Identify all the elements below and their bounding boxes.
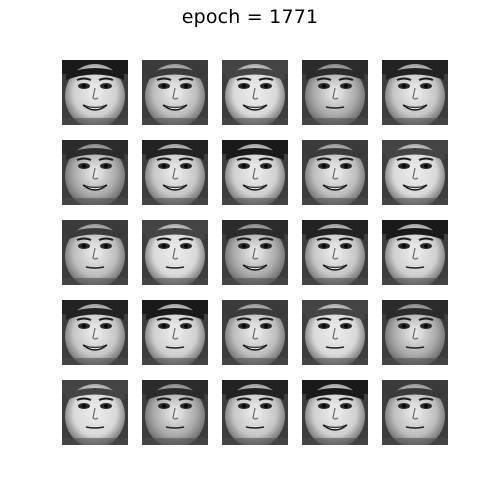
face-image bbox=[382, 300, 448, 365]
face-thumbnail bbox=[222, 220, 288, 285]
face-thumbnail bbox=[142, 300, 208, 365]
face-thumbnail bbox=[142, 140, 208, 205]
face-thumbnail bbox=[382, 220, 448, 285]
face-thumbnail bbox=[382, 140, 448, 205]
face-image-grid bbox=[62, 60, 450, 446]
face-image bbox=[142, 300, 208, 365]
face-thumbnail bbox=[302, 300, 368, 365]
face-image bbox=[222, 380, 288, 445]
face-image bbox=[222, 300, 288, 365]
face-image bbox=[142, 380, 208, 445]
face-image bbox=[302, 140, 368, 205]
face-thumbnail bbox=[302, 60, 368, 125]
face-thumbnail bbox=[382, 300, 448, 365]
face-thumbnail bbox=[142, 60, 208, 125]
face-image bbox=[142, 140, 208, 205]
face-thumbnail bbox=[62, 380, 128, 445]
face-image bbox=[62, 220, 128, 285]
face-thumbnail bbox=[222, 140, 288, 205]
face-image bbox=[222, 60, 288, 125]
face-image bbox=[382, 140, 448, 205]
face-image bbox=[222, 140, 288, 205]
face-image bbox=[142, 220, 208, 285]
face-thumbnail bbox=[222, 300, 288, 365]
face-thumbnail bbox=[62, 220, 128, 285]
face-image bbox=[142, 60, 208, 125]
face-image bbox=[382, 220, 448, 285]
face-thumbnail bbox=[62, 300, 128, 365]
face-image bbox=[382, 380, 448, 445]
face-thumbnail bbox=[382, 60, 448, 125]
face-thumbnail bbox=[142, 380, 208, 445]
face-thumbnail bbox=[222, 60, 288, 125]
face-image bbox=[302, 380, 368, 445]
face-thumbnail bbox=[302, 220, 368, 285]
face-thumbnail bbox=[222, 380, 288, 445]
face-image bbox=[62, 60, 128, 125]
figure-title: epoch = 1771 bbox=[0, 6, 500, 28]
face-image bbox=[302, 60, 368, 125]
face-image bbox=[302, 220, 368, 285]
face-image bbox=[302, 300, 368, 365]
face-thumbnail bbox=[142, 220, 208, 285]
face-thumbnail bbox=[382, 380, 448, 445]
face-image bbox=[62, 300, 128, 365]
face-thumbnail bbox=[302, 140, 368, 205]
face-thumbnail bbox=[302, 380, 368, 445]
face-image bbox=[62, 140, 128, 205]
face-thumbnail bbox=[62, 140, 128, 205]
face-image bbox=[222, 220, 288, 285]
face-thumbnail bbox=[62, 60, 128, 125]
face-image bbox=[382, 60, 448, 125]
face-image bbox=[62, 380, 128, 445]
